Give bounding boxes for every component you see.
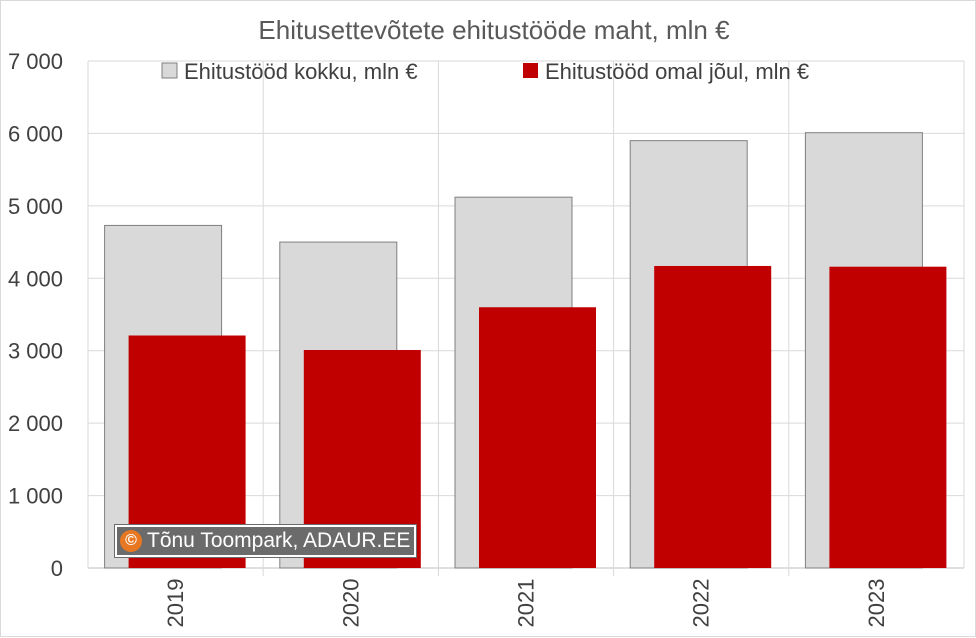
copyright-icon: © <box>120 530 142 552</box>
x-tick-label: 2021 <box>514 579 539 628</box>
legend-swatch <box>161 62 178 79</box>
x-tick-label: 2020 <box>338 579 363 628</box>
legend-swatch <box>523 63 538 78</box>
x-tick-label: 2022 <box>689 579 714 628</box>
bar-own-2021 <box>479 307 596 568</box>
y-tick-label: 0 <box>51 556 63 581</box>
x-tick-label: 2019 <box>163 579 188 628</box>
y-tick-label: 7 000 <box>8 49 63 74</box>
legend: Ehitustööd kokku, mln € Ehitustööd omal j… <box>161 59 809 84</box>
copyright-watermark: © Tõnu Toompark, ADAUR.EE <box>113 524 418 558</box>
y-axis-ticks: 0 1 000 2 000 3 000 4 000 5 000 6 000 7 000 <box>8 49 63 581</box>
legend-label: Ehitustööd omal jõul, mln € <box>545 59 809 84</box>
y-tick-label: 5 000 <box>8 194 63 219</box>
chart-title: Ehitusettevõtete ehitustööde maht, mln € <box>258 15 730 45</box>
x-tick-label: 2023 <box>864 579 889 628</box>
bars <box>104 132 947 569</box>
watermark-text: Tõnu Toompark, ADAUR.EE <box>147 529 411 552</box>
bar-own-2023 <box>829 266 947 568</box>
legend-label: Ehitustööd kokku, mln € <box>184 59 418 84</box>
x-axis-ticks: 2019 2020 2021 2022 2023 <box>163 579 889 628</box>
y-tick-label: 3 000 <box>8 339 63 364</box>
y-tick-label: 2 000 <box>8 411 63 436</box>
bar-own-2022 <box>654 265 772 568</box>
y-tick-label: 6 000 <box>8 121 63 146</box>
y-tick-label: 1 000 <box>8 484 63 509</box>
y-tick-label: 4 000 <box>8 266 63 291</box>
